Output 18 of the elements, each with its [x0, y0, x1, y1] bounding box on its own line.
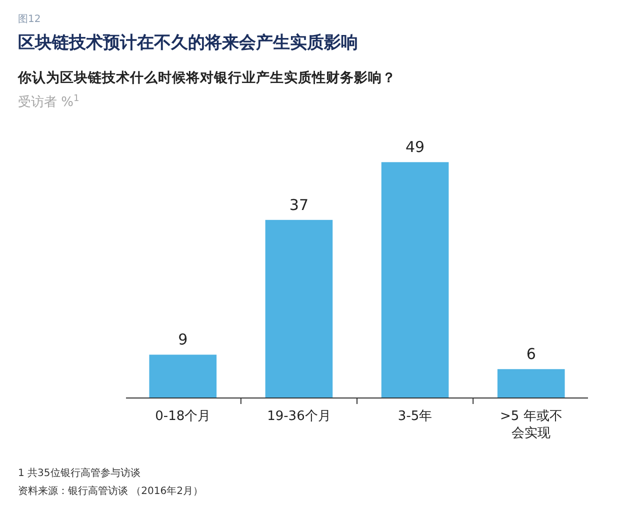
- chart-subtitle: 你认为区块链技术什么时候将对银行业产生实质性财务影响？: [17, 69, 396, 86]
- chart-title: 区块链技术预计在不久的将来会产生实质影响: [18, 33, 358, 53]
- caption: 图12: [18, 14, 41, 25]
- data-label: 37: [289, 196, 309, 214]
- bar: [265, 220, 333, 398]
- x-tick-label: >5 年或不会实现: [500, 409, 562, 441]
- text: 资料来源：银行高管访谈 （2016年2月）: [18, 485, 203, 497]
- data-label: 49: [405, 138, 425, 156]
- bar: [149, 354, 217, 398]
- bar: [497, 369, 565, 398]
- x-tick-label: 3-5年: [398, 409, 432, 424]
- text: 1 共35位银行高管参与访谈: [18, 467, 140, 479]
- x-tick-label: 0-18个月: [155, 409, 211, 424]
- data-label: 6: [526, 345, 536, 364]
- text: 受访者 %$^{1}$: [18, 94, 80, 110]
- x-tick-label: 19-36个月: [267, 409, 331, 424]
- bar: [381, 162, 449, 398]
- data-label: 9: [178, 330, 188, 349]
